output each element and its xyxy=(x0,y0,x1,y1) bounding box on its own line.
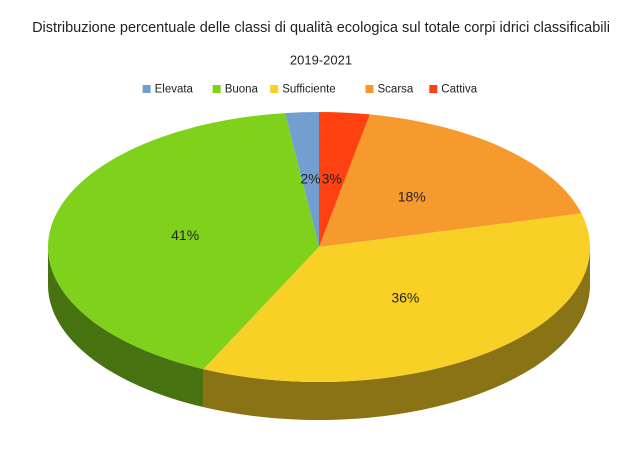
slice xyxy=(319,112,370,247)
pie-sides xyxy=(48,247,590,420)
slice-side xyxy=(48,247,204,408)
slice xyxy=(48,113,320,370)
legend-label: Buona xyxy=(225,84,259,96)
slice xyxy=(203,213,590,382)
pie-tops xyxy=(48,112,590,382)
legend-label: Cattiva xyxy=(441,84,477,96)
slice-side xyxy=(203,247,590,420)
chart-title: Distribuzione percentuale delle classi d… xyxy=(32,20,610,36)
data-label: 36% xyxy=(391,290,419,306)
legend-label: Sufficiente xyxy=(282,84,336,96)
legend-swatch xyxy=(365,85,374,93)
legend-swatch xyxy=(212,85,221,93)
slice xyxy=(319,114,582,247)
data-label: 3% xyxy=(322,171,342,187)
data-label: 41% xyxy=(171,227,199,243)
data-label: 18% xyxy=(398,188,426,204)
legend-swatch xyxy=(270,85,279,93)
chart-subtitle: 2019-2021 xyxy=(290,52,352,67)
legend: Elevata Buona Sufficiente Scarsa Cattiva xyxy=(142,84,478,96)
data-labels: 2% 41% 36% 18% 3% xyxy=(171,170,426,305)
legend-swatch xyxy=(429,85,438,93)
slice xyxy=(285,112,319,247)
legend-swatch xyxy=(142,85,151,93)
data-label: 2% xyxy=(300,170,320,186)
legend-label: Elevata xyxy=(155,84,194,96)
legend-label: Scarsa xyxy=(378,84,414,96)
